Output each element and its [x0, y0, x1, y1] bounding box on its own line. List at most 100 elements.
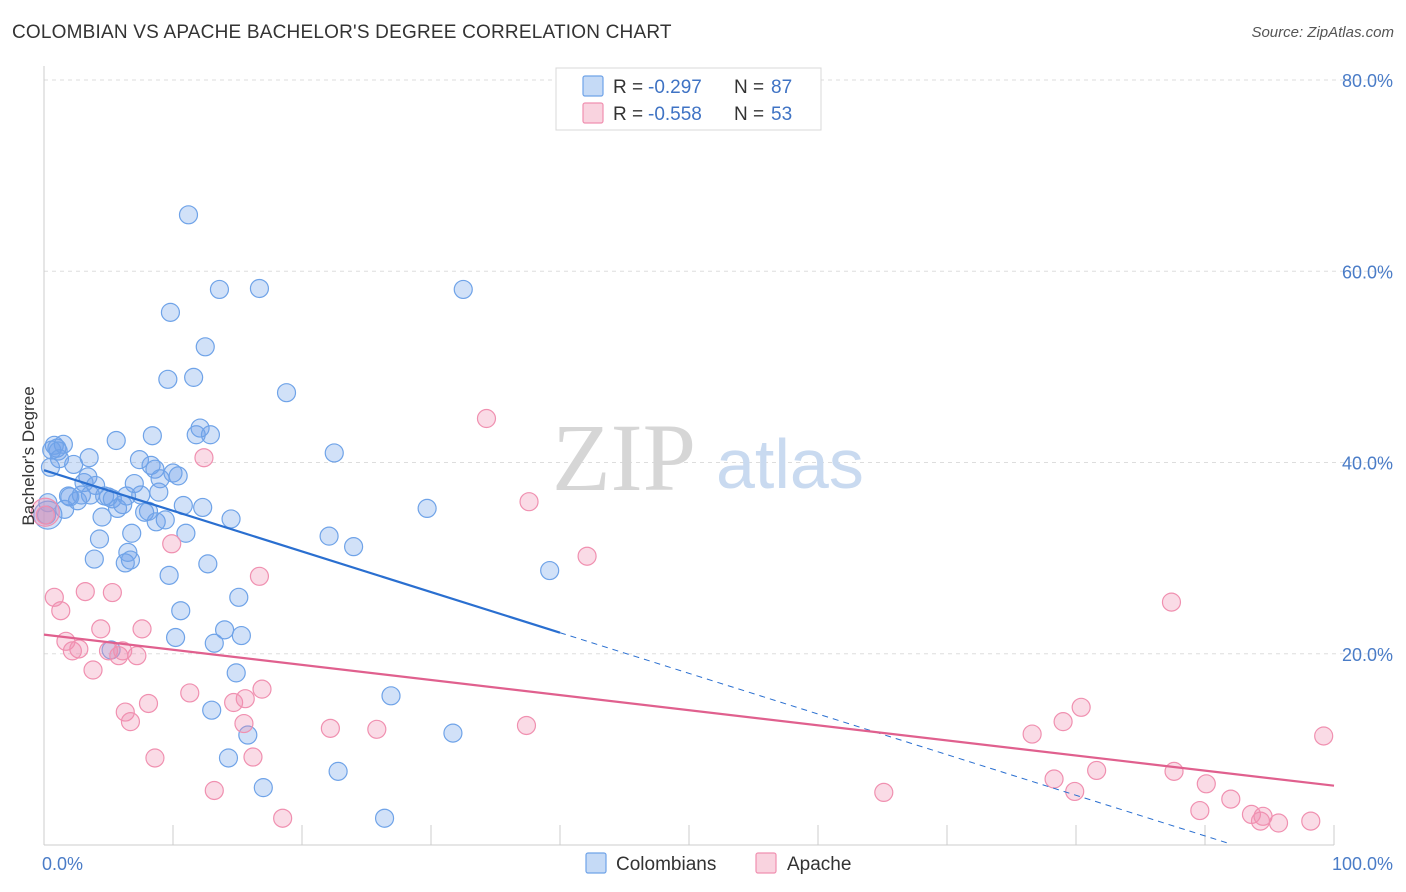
colombians-point: [198, 554, 218, 574]
apache-point: [180, 683, 200, 703]
legend-swatch-colombians: [582, 75, 604, 97]
colombians-point: [190, 418, 210, 438]
colombians-point: [49, 449, 70, 469]
series-apache-points: [30, 408, 1334, 833]
colombians-point: [171, 601, 191, 621]
apache-point: [1301, 811, 1321, 831]
legend-n-value-apache: 53: [771, 104, 792, 125]
colombians-point: [276, 383, 297, 403]
colombians-point: [324, 443, 344, 463]
colombians-point: [209, 279, 230, 300]
colombians-point: [160, 302, 181, 322]
colombians-trend-line: [43, 469, 561, 634]
apache-point: [194, 448, 214, 468]
colombians-point: [124, 473, 144, 494]
colombians-point: [540, 560, 560, 581]
apache-point: [519, 492, 539, 512]
stats-legend: R = -0.297 N = 87 R = -0.558 N = 53: [555, 67, 822, 131]
colombians-point: [417, 498, 437, 518]
apache-point: [234, 713, 254, 734]
colombians-point: [178, 205, 199, 225]
legend-r-label: R =: [613, 104, 643, 125]
colombians-point: [443, 723, 463, 743]
x-tick-label: 0.0%: [42, 854, 83, 874]
colombians-point: [184, 367, 204, 387]
colombians-point: [226, 663, 246, 683]
colombians-point: [204, 633, 224, 653]
colombians-trend-extension: [559, 632, 1231, 845]
apache-point: [75, 581, 95, 602]
apache-point: [51, 601, 71, 621]
legend-n-label: N =: [734, 104, 764, 125]
colombians-point: [92, 507, 112, 527]
colombians-point: [149, 482, 169, 502]
colombians-point: [122, 523, 142, 543]
apache-point: [138, 693, 159, 714]
series-colombians-points: [33, 205, 560, 828]
apache-point: [1161, 592, 1182, 612]
colombians-point: [129, 450, 150, 470]
colombians-point: [238, 725, 258, 745]
colombians-point: [202, 700, 222, 720]
apache-point: [1190, 800, 1210, 821]
colombians-point: [141, 455, 161, 475]
colombians-point: [79, 448, 99, 468]
colombians-point: [195, 337, 215, 357]
trend-lines: [43, 469, 1335, 845]
colombians-point: [253, 778, 273, 798]
apache-point: [874, 782, 894, 803]
y-tick-label: 60.0%: [1342, 262, 1393, 282]
colombians-point: [155, 510, 175, 530]
apache-point: [1044, 769, 1064, 789]
apache-point: [252, 679, 272, 699]
legend-r-value-apache: -0.558: [648, 104, 702, 125]
apache-point: [113, 641, 133, 661]
legend-swatch-apache: [755, 852, 777, 874]
watermark-atlas: atlas: [716, 425, 864, 503]
y-tick-label: 20.0%: [1342, 645, 1393, 665]
y-axis-label: Bachelor's Degree: [19, 386, 38, 525]
chart-title: COLOMBIAN VS APACHE BACHELOR'S DEGREE CO…: [12, 22, 672, 43]
colombians-point: [249, 278, 270, 299]
legend-r-value-colombians: -0.297: [648, 77, 702, 98]
apache-point: [516, 715, 537, 736]
series-legend: Colombians Apache: [585, 852, 851, 875]
colombians-point: [142, 426, 162, 446]
colombians-point: [106, 430, 126, 451]
apache-point: [69, 639, 89, 659]
legend-swatch-colombians: [585, 852, 607, 874]
y-tick-label: 80.0%: [1342, 71, 1393, 91]
apache-point: [127, 646, 147, 666]
apache-point: [1268, 813, 1289, 833]
apache-point: [162, 534, 182, 554]
colombians-point: [158, 369, 178, 389]
apache-point: [1053, 712, 1073, 732]
apache-point: [1164, 761, 1184, 781]
apache-point: [83, 660, 103, 680]
legend-label-apache: Apache: [787, 854, 851, 875]
apache-point: [235, 689, 255, 709]
apache-point: [273, 808, 293, 828]
x-tick-label: 100.0%: [1332, 854, 1393, 874]
apache-point: [30, 497, 60, 527]
apache-point: [1087, 760, 1107, 781]
apache-point: [1314, 726, 1334, 746]
colombians-point: [60, 487, 80, 507]
apache-point: [1071, 697, 1091, 717]
colombians-point: [102, 489, 122, 509]
colombians-point: [176, 523, 196, 543]
watermark: ZIP atlas: [552, 404, 864, 511]
legend-r-label: R =: [613, 77, 643, 98]
colombians-point: [374, 808, 395, 828]
colombians-point: [163, 463, 183, 483]
colombians-point: [200, 425, 221, 445]
y-tick-label: 40.0%: [1342, 454, 1393, 474]
colombians-point: [118, 542, 138, 562]
colombians-point: [229, 587, 249, 607]
colombians-point: [231, 625, 251, 646]
colombians-point: [328, 761, 348, 781]
apache-point: [120, 712, 141, 732]
colombians-point: [168, 466, 188, 486]
apache-trend-line: [43, 633, 1335, 787]
legend-label-colombians: Colombians: [616, 854, 716, 875]
